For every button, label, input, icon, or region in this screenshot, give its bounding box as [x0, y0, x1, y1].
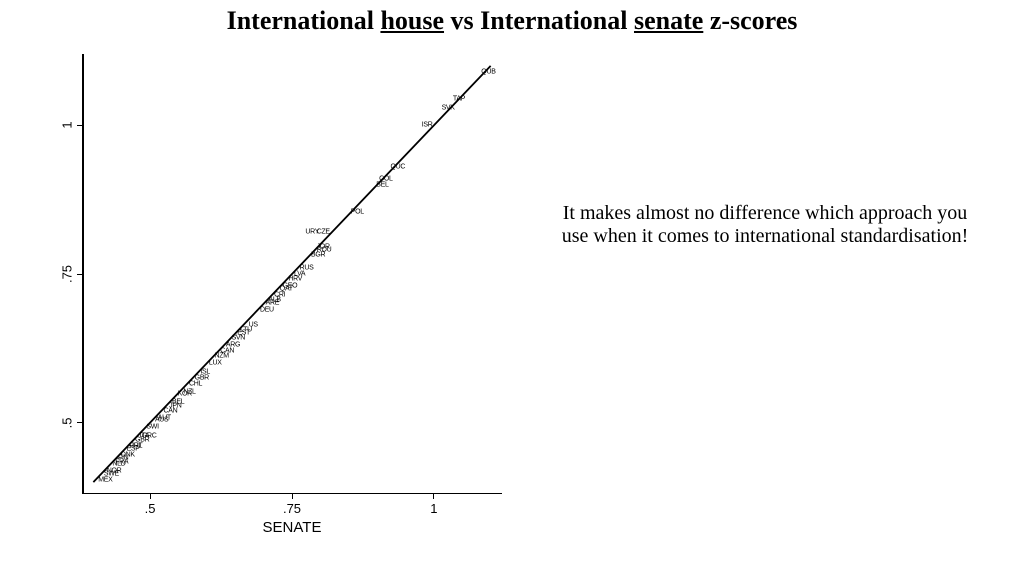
data-point-label: QUB — [481, 68, 495, 75]
data-point-label: COL — [379, 175, 393, 182]
page-title: International house vs International sen… — [0, 6, 1024, 36]
title-suffix: z-scores — [703, 6, 797, 35]
data-point-label: AUT — [158, 414, 171, 421]
data-point-label: NOR — [107, 468, 122, 475]
data-point-label: ISR — [422, 122, 433, 129]
data-point-label: CAN — [220, 348, 234, 355]
title-underline-1: house — [380, 6, 444, 35]
plot-area: .5.751.5.751MEXSWENORNLDFRAFINDNKESPPRTI… — [82, 54, 502, 494]
caption-text: It makes almost no difference which appr… — [560, 202, 970, 248]
data-point-label: DNK — [121, 452, 135, 459]
x-tick-label: .5 — [135, 501, 165, 516]
data-point-label: GBR — [195, 375, 209, 382]
data-point-label: JOR — [317, 244, 330, 251]
x-tick — [433, 494, 434, 499]
data-point-label: POL — [351, 208, 364, 215]
y-tick-label: .5 — [60, 417, 75, 428]
data-point-label: DEU — [260, 306, 274, 313]
data-point-label: BEL — [172, 398, 184, 405]
y-tick — [77, 274, 82, 275]
title-mid: vs International — [444, 6, 634, 35]
data-point-label: CZE — [317, 229, 330, 236]
data-point-label: SWI — [146, 424, 158, 431]
data-point-label: QUC — [390, 163, 405, 170]
x-tick-label: .75 — [277, 501, 307, 516]
y-tick — [77, 422, 82, 423]
data-point-label: ISL — [200, 369, 210, 376]
y-axis-line — [82, 54, 84, 494]
data-point-label: LVA — [294, 271, 305, 278]
x-tick — [150, 494, 151, 499]
y-tick-label: .75 — [60, 265, 75, 283]
data-point-label: US — [249, 321, 258, 328]
title-underline-2: senate — [634, 6, 703, 35]
data-point-label: NZL — [183, 388, 195, 395]
fit-line — [82, 54, 502, 494]
scatter-chart: .5.751.5.751MEXSWENORNLDFRAFINDNKESPPRTI… — [20, 46, 520, 566]
x-tick — [292, 494, 293, 499]
x-tick-label: 1 — [419, 501, 449, 516]
data-point-label: TAP — [453, 95, 465, 102]
x-axis-label: SENATE — [82, 519, 502, 536]
data-point-label: LUX — [209, 360, 222, 367]
data-point-label: GEO — [283, 282, 298, 289]
data-point-label: SVK — [442, 104, 455, 111]
data-point-label: LTU — [240, 327, 252, 334]
y-tick — [77, 125, 82, 126]
title-prefix: International — [227, 6, 381, 35]
data-point-label: GRC — [142, 432, 157, 439]
data-point-label: ARG — [226, 342, 240, 349]
data-point-label: RUS — [300, 265, 314, 272]
data-point-label: CHL — [189, 381, 202, 388]
y-tick-label: 1 — [60, 122, 75, 129]
